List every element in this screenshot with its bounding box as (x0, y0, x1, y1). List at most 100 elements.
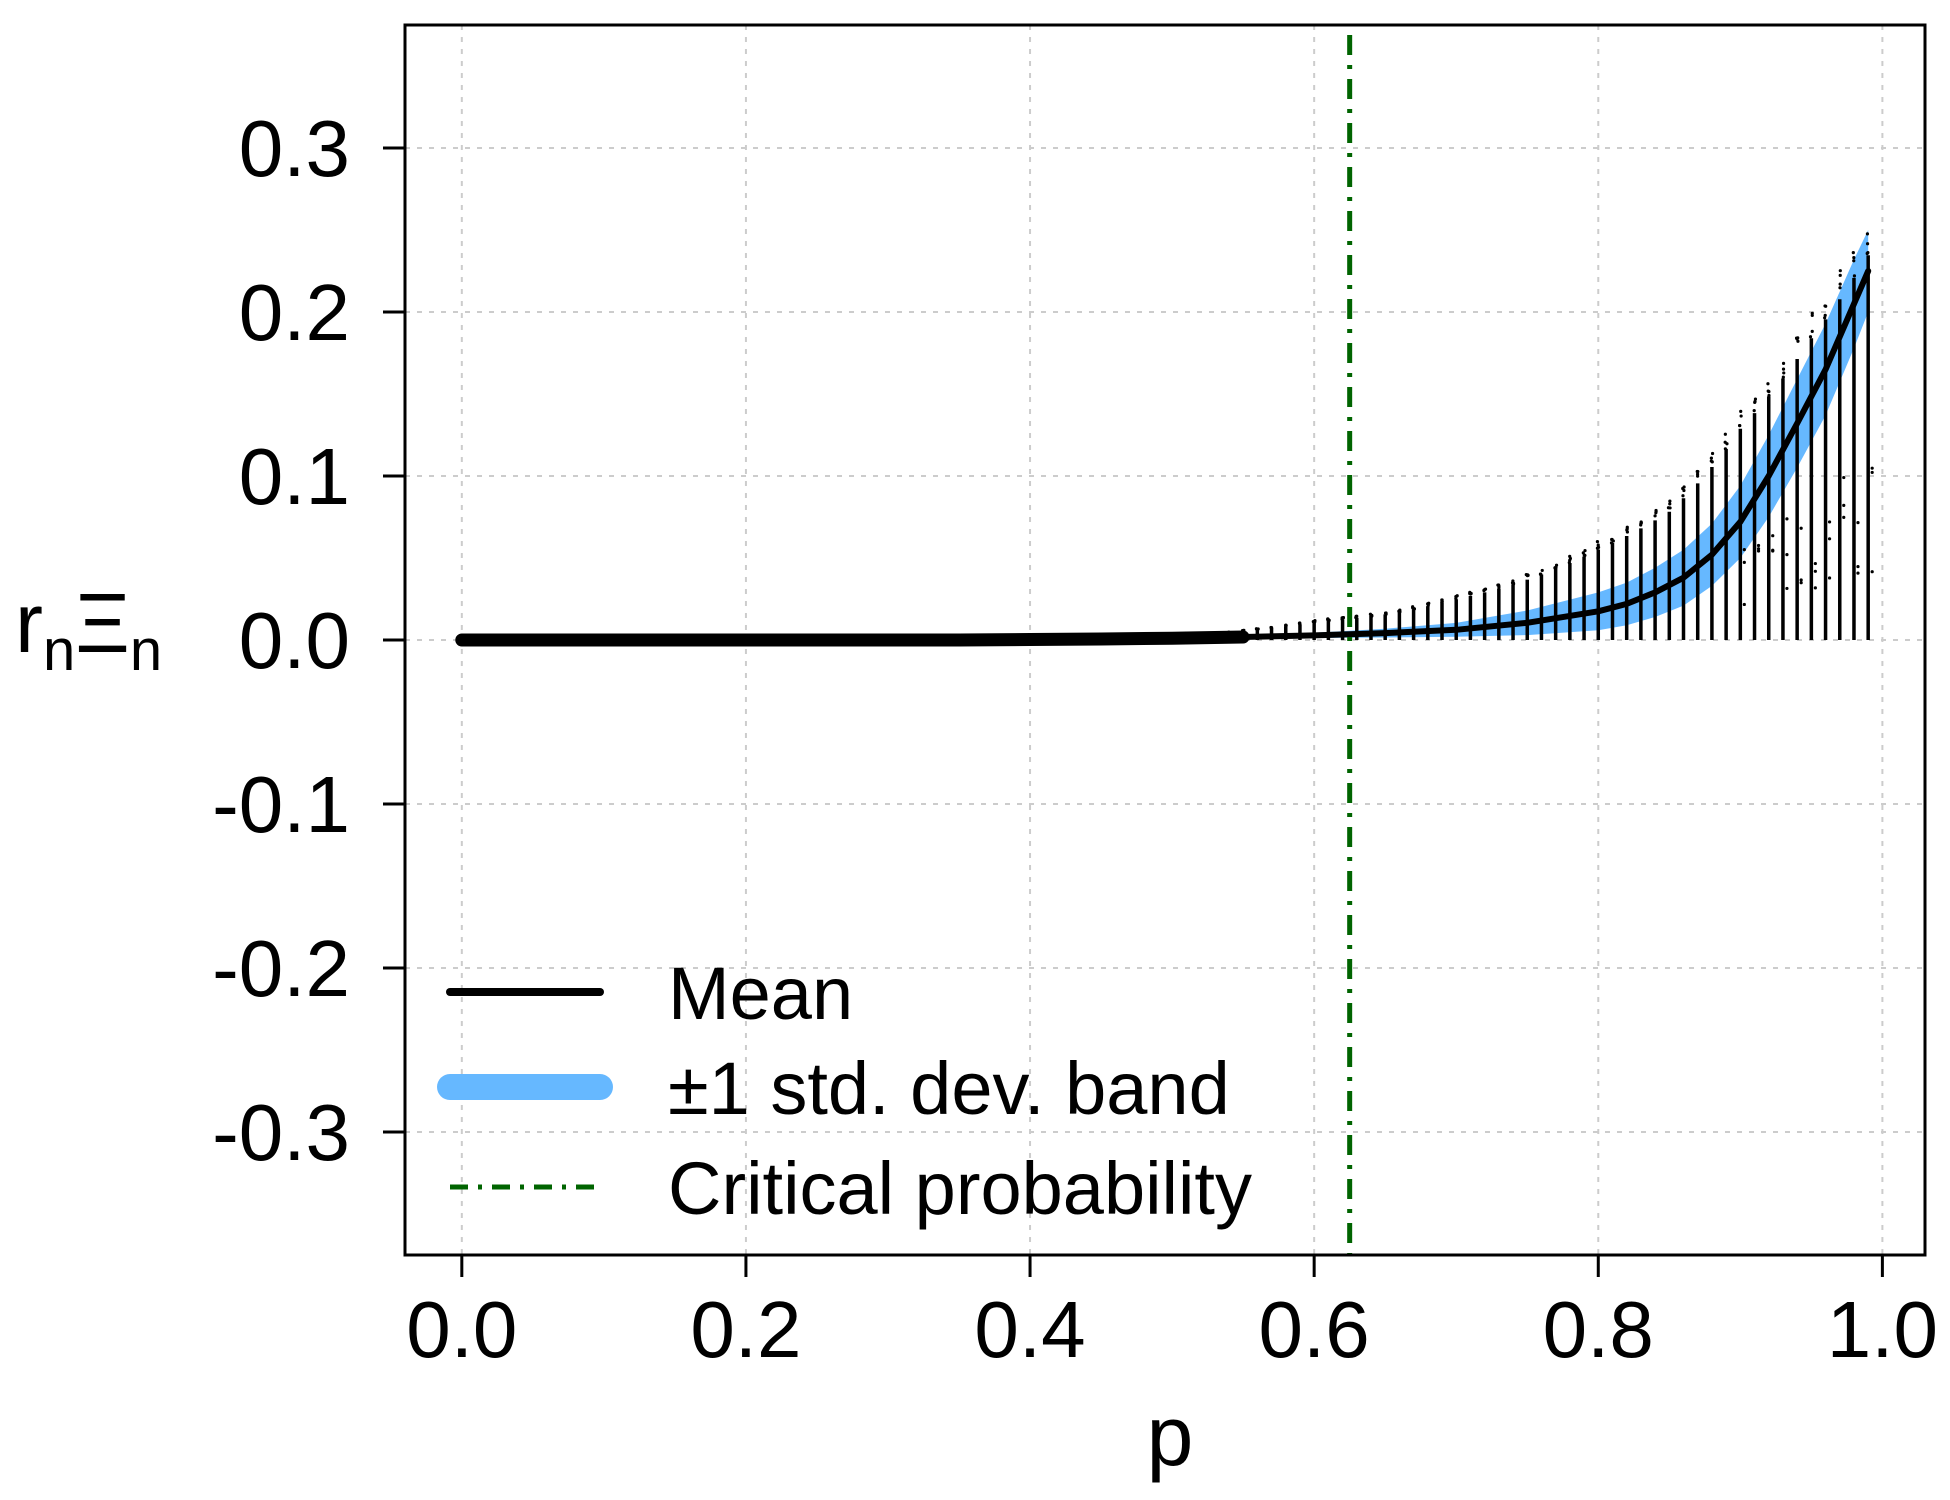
sample-outlier-point (1781, 367, 1786, 371)
sample-outlier-point (1838, 273, 1842, 277)
sample-outlier-point (1799, 578, 1803, 582)
sample-outlier-point (1796, 339, 1800, 343)
sample-outlier-point (1582, 553, 1586, 557)
sample-outlier-point (1865, 251, 1869, 256)
sample-outlier-point (1827, 576, 1832, 580)
sample-outlier-point (1511, 579, 1515, 583)
sample-outlier-point (1682, 485, 1686, 489)
sample-outlier-point (1838, 282, 1842, 286)
x-tick-label: 0.8 (1543, 1285, 1654, 1374)
sample-outlier-point (1454, 596, 1458, 601)
x-axis: 0.0 0.2 0.4 0.6 0.8 1.0 (406, 1255, 1938, 1374)
sample-outlier-point (1639, 520, 1643, 524)
sample-outlier-point (1611, 539, 1615, 543)
sample-outlier-point (1497, 585, 1501, 589)
sample-outlier-point (1284, 624, 1288, 628)
sample-outlier-point (1870, 570, 1874, 574)
sample-outlier-point (1742, 548, 1746, 552)
x-tick-label: 0.6 (1259, 1285, 1370, 1374)
x-tick-label: 0.2 (690, 1285, 801, 1374)
sample-outlier-point (1668, 502, 1672, 506)
sample-outlier-point (1752, 409, 1756, 413)
sample-outlier-point (1540, 568, 1544, 573)
sample-spread-layer (1169, 232, 1874, 642)
sample-outlier-point (1723, 440, 1727, 444)
sample-outlier-point (1483, 587, 1487, 592)
y-tick-label: -0.2 (212, 924, 350, 1013)
y-axis: -0.3 -0.2 -0.1 0.0 0.1 0.2 0.3 (212, 104, 405, 1177)
sample-outlier-point (1781, 375, 1785, 379)
sample-outlier-point (1737, 423, 1742, 428)
sample-outlier-point (1511, 582, 1516, 586)
sample-outlier-point (1785, 553, 1789, 557)
sample-outlier-point (1742, 560, 1746, 565)
sample-outlier-point (1723, 432, 1727, 436)
sample-outlier-point (1625, 525, 1629, 529)
mean-layer (455, 268, 1872, 647)
sample-outlier-point (1827, 520, 1832, 524)
sample-outlier-point (1771, 534, 1775, 538)
x-tick-label: 0.4 (974, 1285, 1085, 1374)
sample-outlier-point (1653, 514, 1657, 518)
sample-outlier-point (1625, 528, 1629, 532)
sample-outlier-point (1398, 608, 1402, 612)
sample-outlier-point (1766, 389, 1770, 393)
sample-outlier-point (1269, 625, 1273, 630)
sample-outlier-point (1799, 581, 1803, 585)
sample-outlier-point (1856, 571, 1860, 575)
sample-outlier-point (1710, 460, 1714, 464)
sample-outlier-point (1426, 603, 1430, 608)
sample-outlier-point (1255, 627, 1259, 631)
sample-outlier-point (1870, 470, 1874, 475)
sample-outlier-point (1852, 274, 1857, 278)
sample-outlier-point (1766, 382, 1770, 386)
sample-outlier-point (1567, 561, 1571, 565)
sample-outlier-point (1595, 540, 1600, 544)
sample-outlier-point (1753, 400, 1757, 404)
sample-outlier-point (1709, 456, 1713, 460)
sample-outlier-point (1808, 335, 1813, 339)
legend-critical-label: Critical probability (668, 1147, 1252, 1230)
x-axis-title: p (1147, 1389, 1194, 1483)
y-axis-title-xi: Ξ (75, 576, 130, 670)
sample-outlier-point (1842, 503, 1846, 507)
y-axis-title-sub-2: n (130, 618, 162, 683)
sample-outlier-point (1411, 605, 1415, 609)
sample-outlier-point (1838, 269, 1842, 273)
y-tick-label: 0.0 (239, 596, 350, 685)
sample-outlier-point (1865, 232, 1870, 236)
sample-outlier-point (1327, 618, 1331, 622)
sample-outlier-point (1723, 447, 1727, 451)
x-tick-label: 0.0 (406, 1285, 517, 1374)
sample-outlier-point (1596, 543, 1600, 547)
y-axis-title: rnΞn (15, 576, 162, 683)
sample-outlier-point (1695, 469, 1699, 474)
sample-outlier-point (1668, 506, 1672, 510)
sample-outlier-point (1781, 361, 1786, 365)
legend-band-label: ±1 std. dev. band (668, 1047, 1230, 1130)
sample-outlier-point (1842, 515, 1846, 520)
sample-outlier-point (1311, 620, 1315, 624)
sample-outlier-point (1823, 304, 1827, 308)
x-tick-label: 1.0 (1827, 1285, 1938, 1374)
sample-outlier-point (1785, 586, 1789, 591)
sample-outlier-point (1823, 313, 1827, 317)
y-tick-label: 0.3 (239, 104, 350, 193)
sample-outlier-point (1810, 329, 1814, 333)
sample-outlier-point (1681, 494, 1685, 498)
legend: Mean ±1 std. dev. band Critical probabil… (437, 952, 1252, 1230)
sample-outlier-point (1852, 259, 1856, 263)
sample-outlier-point (1695, 472, 1700, 476)
sample-outlier-point (1739, 414, 1743, 418)
y-tick-label: -0.1 (212, 760, 350, 849)
sample-outlier-point (1583, 549, 1587, 553)
sample-outlier-point (1852, 255, 1856, 260)
sample-outlier-point (1799, 526, 1803, 530)
sample-outlier-point (1710, 451, 1715, 456)
sample-outlier-point (1440, 600, 1444, 604)
y-tick-label: 0.1 (239, 432, 350, 521)
sample-outlier-point (1739, 409, 1743, 413)
sample-outlier-point (1870, 466, 1874, 470)
sample-outlier-point (1553, 565, 1558, 570)
